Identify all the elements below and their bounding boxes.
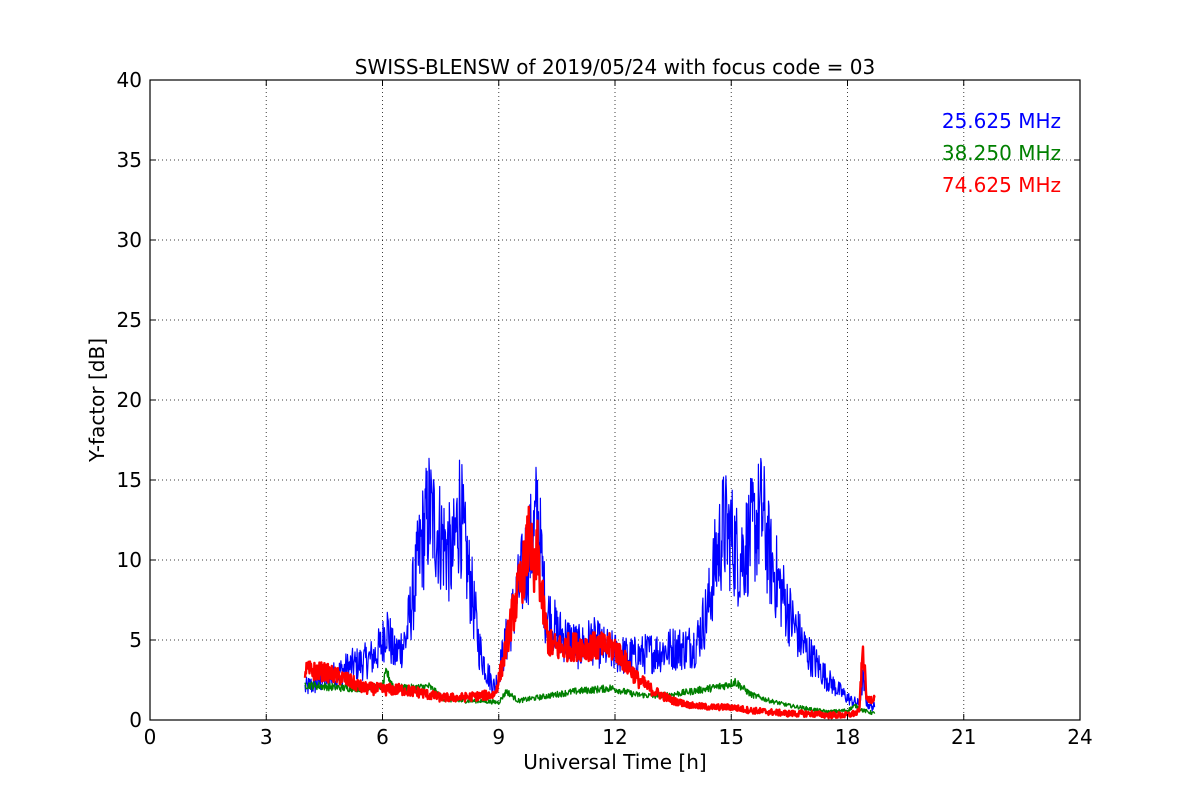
y-tick-label: 35 [117,148,142,172]
axis-ticks [149,79,1081,721]
x-tick-label: 12 [602,725,627,749]
tick-labels: 0 3 6 9 12 15 18 21 24 0 5 10 15 20 25 30 35 40 [117,68,1093,749]
y-tick-label: 25 [117,308,142,332]
x-tick-label: 9 [492,725,505,749]
legend-entry-3: 74.625 MHz [942,173,1061,197]
x-tick-label: 24 [1067,725,1092,749]
x-tick-label: 15 [719,725,744,749]
y-tick-label: 5 [129,628,142,652]
legend-entry-1: 25.625 MHz [942,109,1061,133]
y-tick-label: 15 [117,468,142,492]
x-tick-label: 0 [144,725,157,749]
chart-title: SWISS-BLENSW of 2019/05/24 with focus co… [355,55,876,79]
y-tick-label: 30 [117,228,142,252]
series-layer [303,457,876,720]
legend: 25.625 MHz 38.250 MHz 74.625 MHz [942,109,1061,197]
y-tick-label: 0 [129,708,142,732]
x-axis-label: Universal Time [h] [523,750,706,774]
y-tick-label: 20 [117,388,142,412]
x-tick-label: 3 [260,725,273,749]
y-tick-label: 10 [117,548,142,572]
series-line-3 [303,505,876,720]
y-tick-label: 40 [117,68,142,92]
x-tick-label: 6 [376,725,389,749]
legend-entry-2: 38.250 MHz [942,141,1061,165]
x-tick-label: 21 [951,725,976,749]
x-tick-label: 18 [835,725,860,749]
series-line-1 [304,457,876,712]
y-axis-label: Y-factor [dB] [85,338,109,463]
